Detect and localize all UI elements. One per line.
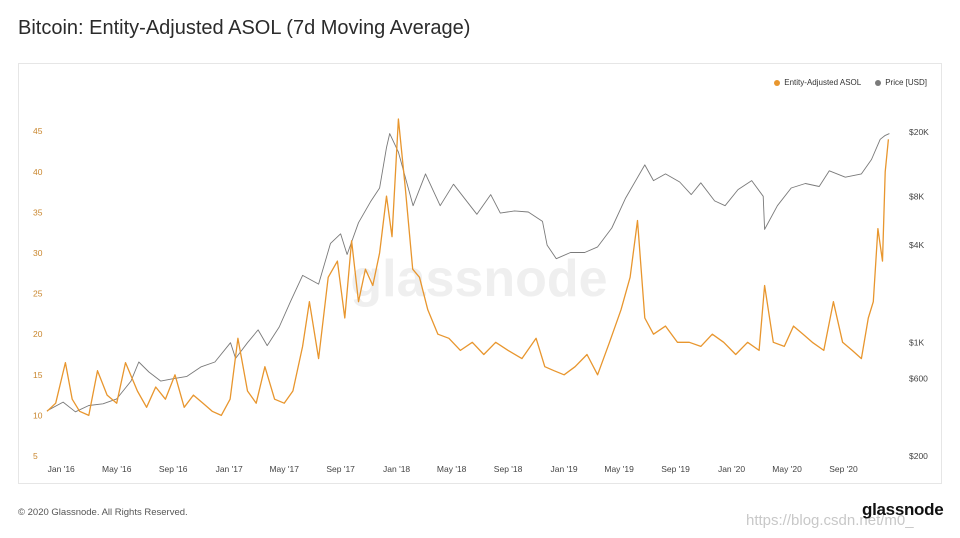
x-tick-label: Sep '20 xyxy=(829,464,858,474)
x-tick-label: Jan '18 xyxy=(383,464,410,474)
chart-title: Bitcoin: Entity-Adjusted ASOL (7d Moving… xyxy=(18,17,471,39)
x-tick-label: Jan '19 xyxy=(550,464,577,474)
chart-canvas: glassnode 5 10 15 20 25 30 35 40 45 $200 $600 $1K $4K… xyxy=(33,118,929,474)
y-left-tick-label: 15 xyxy=(33,370,43,380)
x-tick-label: Sep '16 xyxy=(159,464,188,474)
legend-price-swatch xyxy=(875,79,882,86)
legend-item-asol[interactable]: Entity-Adjusted ASOL xyxy=(774,78,861,87)
x-tick-label: Sep '18 xyxy=(494,464,523,474)
x-tick-label: Jan '16 xyxy=(48,464,75,474)
y-right-tick-label: $20K xyxy=(909,127,929,137)
y-right-tick-label: $1K xyxy=(909,338,924,348)
y-right-tick-label: $8K xyxy=(909,191,924,201)
y-left-tick-label: 25 xyxy=(33,289,43,299)
x-tick-label: Sep '19 xyxy=(661,464,690,474)
asol-series-line xyxy=(46,118,890,417)
legend-item-price[interactable]: Price [USD] xyxy=(875,78,927,87)
glassnode-logo[interactable]: glassnode xyxy=(862,500,944,519)
y-right-tick-label: $200 xyxy=(909,451,928,461)
chart-panel: glassnode 5 10 15 20 25 30 35 40 45 $200 $600 $1K $4K… xyxy=(18,63,942,484)
y-left-tick-label: 40 xyxy=(33,167,43,177)
y-left-tick-label: 45 xyxy=(33,126,43,136)
y-left-tick-label: 35 xyxy=(33,207,43,217)
chart-watermark: glassnode xyxy=(350,250,607,308)
legend-asol-label: Entity-Adjusted ASOL xyxy=(784,78,862,87)
chart-legend: Entity-Adjusted ASOL Price [USD] xyxy=(774,78,927,87)
x-tick-label: May '16 xyxy=(102,464,132,474)
y-left-tick-label: 20 xyxy=(33,329,43,339)
x-tick-label: Jan '20 xyxy=(718,464,745,474)
y-right-tick-label: $600 xyxy=(909,374,928,384)
x-tick-label: May '17 xyxy=(269,464,299,474)
copyright-footer: © 2020 Glassnode. All Rights Reserved. xyxy=(18,507,188,518)
y-left-tick-label: 5 xyxy=(33,451,38,461)
x-tick-label: May '18 xyxy=(437,464,467,474)
x-tick-label: Sep '17 xyxy=(326,464,355,474)
y-left-tick-label: 30 xyxy=(33,248,43,258)
x-tick-label: Jan '17 xyxy=(216,464,243,474)
image-watermark: https://blog.csdn.net/m0_ xyxy=(746,512,914,529)
y-left-tick-label: 10 xyxy=(33,410,43,420)
legend-price-label: Price [USD] xyxy=(885,78,927,87)
x-tick-label: May '19 xyxy=(604,464,634,474)
y-right-tick-label: $4K xyxy=(909,240,924,250)
price-series-line xyxy=(46,133,890,413)
x-tick-label: May '20 xyxy=(772,464,802,474)
legend-asol-swatch xyxy=(774,79,781,86)
